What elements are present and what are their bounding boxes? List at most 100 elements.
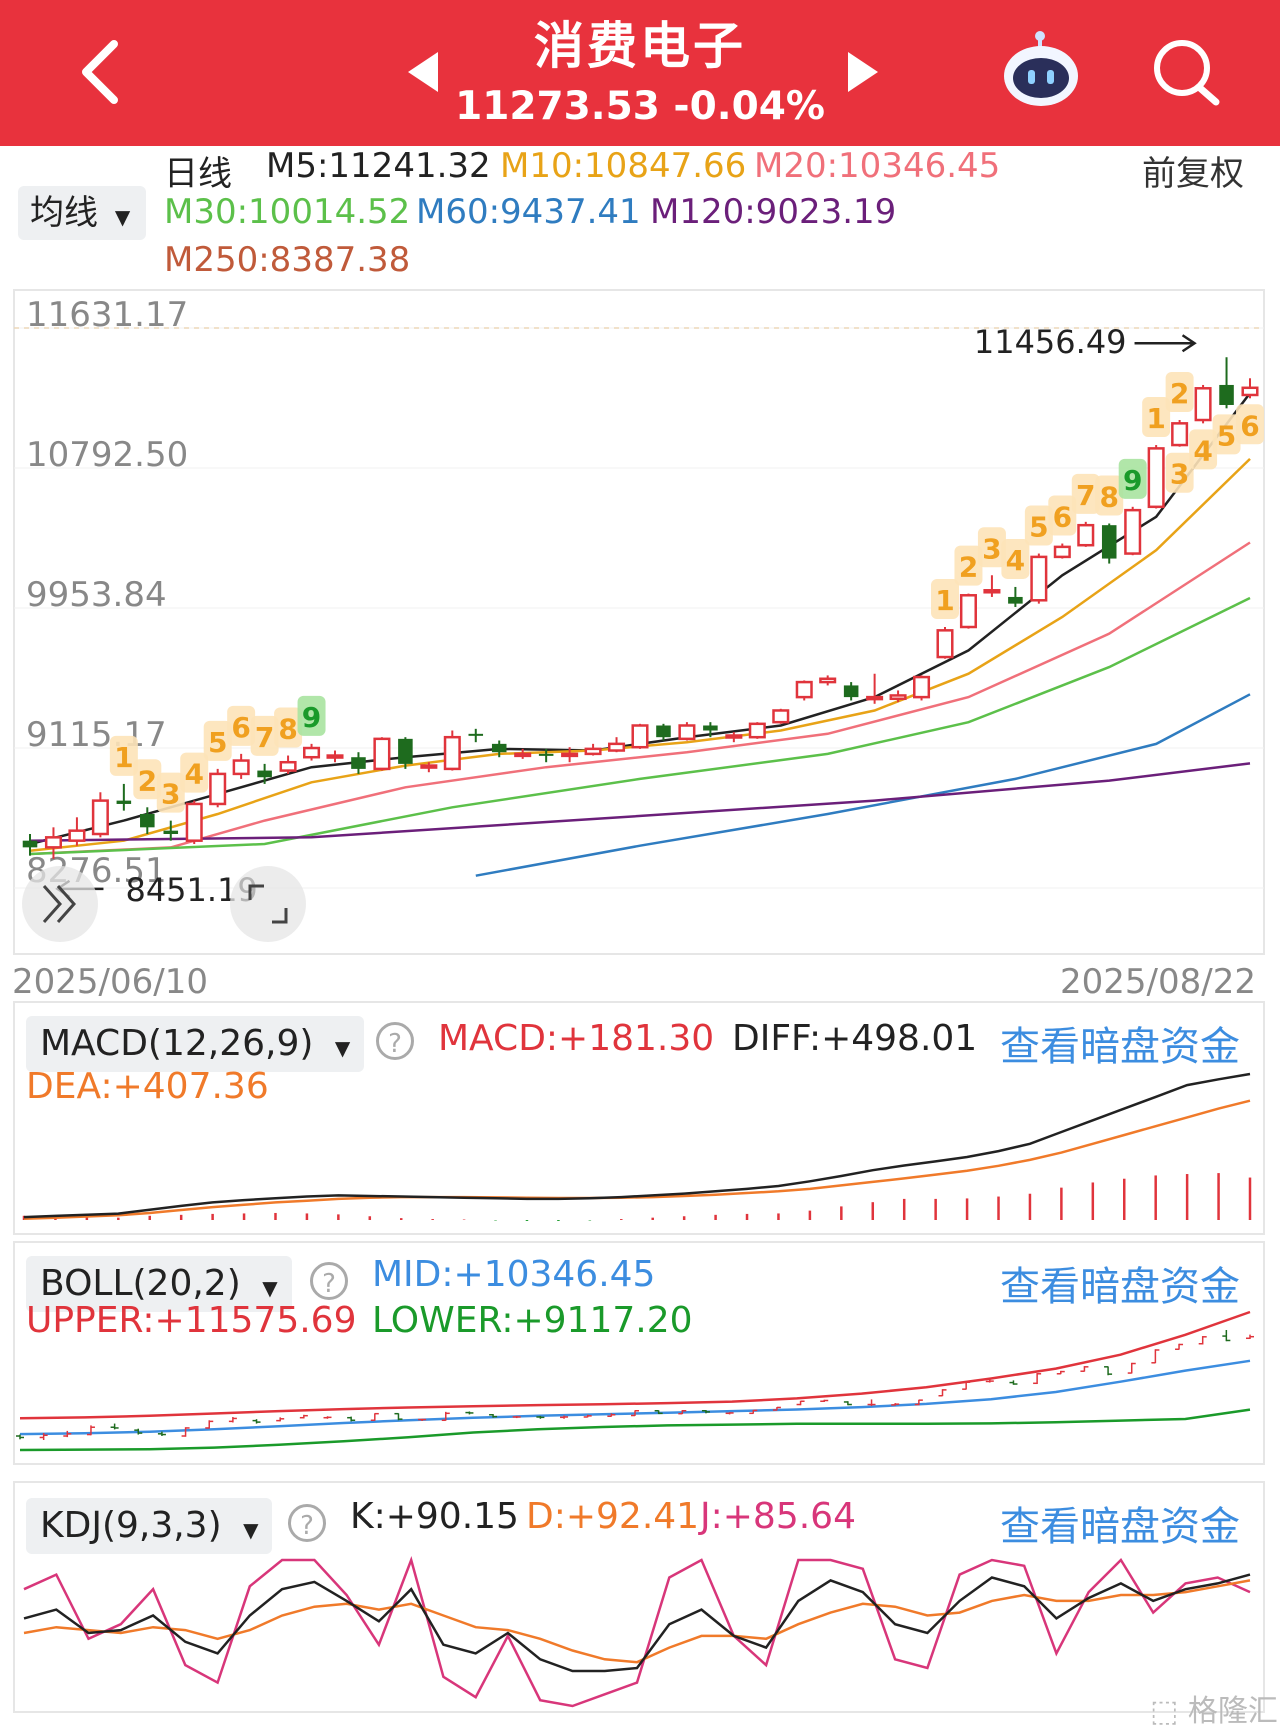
- td-marker-bg: [1212, 414, 1241, 455]
- candle: [748, 722, 766, 739]
- td-marker-bg: [1142, 397, 1171, 438]
- candle: [1171, 422, 1189, 447]
- td-marker-bg: [203, 720, 232, 761]
- td-marker-bg: [156, 772, 185, 813]
- y-tick-label: 9953.84: [26, 575, 167, 615]
- candle: [1030, 555, 1048, 602]
- td-marker-bg: [227, 705, 256, 746]
- td-marker-bg: [977, 527, 1006, 568]
- candle: [656, 725, 671, 738]
- candle: [913, 675, 931, 699]
- td-marker-number: 2: [138, 764, 157, 797]
- macd-select[interactable]: MACD(12,26,9) ▼: [26, 1016, 365, 1072]
- kdj-select[interactable]: KDJ(9,3,3) ▼: [26, 1498, 273, 1554]
- robot-assistant-icon[interactable]: [1000, 30, 1082, 110]
- candle: [889, 694, 907, 701]
- candle: [326, 754, 344, 759]
- candle: [1053, 545, 1071, 559]
- candle: [373, 737, 391, 771]
- candle: [631, 724, 649, 749]
- help-icon[interactable]: ?: [310, 1262, 348, 1300]
- td-marker-number: 9: [302, 701, 321, 734]
- dark-pool-link[interactable]: 查看暗盘资金: [1000, 1024, 1240, 1070]
- candle: [491, 743, 507, 753]
- td-marker-number: 2: [959, 551, 978, 584]
- double-chevron-icon: [56, 885, 77, 923]
- td-marker-bg: [133, 759, 162, 800]
- td-marker-bg: [1001, 538, 1030, 579]
- double-chevron-icon: [42, 885, 63, 923]
- dropdown-triangle-icon: ▼: [262, 1276, 278, 1300]
- td-marker-bg: [250, 715, 279, 756]
- td-marker-number: 4: [1193, 434, 1212, 467]
- td-marker-number: 1: [114, 741, 133, 774]
- ma20-label: M20:10346.45: [754, 146, 1001, 186]
- td-marker-bg: [1095, 475, 1124, 516]
- watermark: ⬚ 格隆汇: [1150, 1686, 1278, 1730]
- search-icon[interactable]: [1150, 36, 1222, 108]
- back-arrow-icon[interactable]: [70, 36, 140, 106]
- td-marker-bg: [954, 545, 983, 586]
- help-icon[interactable]: ?: [376, 1022, 414, 1060]
- boll-select[interactable]: BOLL(20,2) ▼: [26, 1256, 292, 1312]
- candle: [703, 725, 718, 731]
- td-marker-number: 2: [1170, 377, 1189, 410]
- candle: [561, 752, 579, 758]
- dark-pool-link[interactable]: 查看暗盘资金: [1000, 1504, 1240, 1550]
- candle: [772, 709, 790, 724]
- candle: [1241, 386, 1259, 397]
- candle: [1008, 596, 1023, 604]
- kdj-frame: [13, 1481, 1265, 1713]
- dea-value: DEA:+407.36: [26, 1066, 269, 1107]
- candle: [608, 742, 626, 752]
- td-marker-bg: [1236, 404, 1264, 445]
- candle: [257, 770, 272, 778]
- candle: [68, 829, 86, 842]
- td-marker-bg: [1165, 372, 1194, 413]
- candle: [232, 759, 250, 776]
- candle: [819, 677, 837, 684]
- candle: [584, 747, 602, 756]
- candle: [1194, 387, 1212, 422]
- adjust-mode-label[interactable]: 前复权: [1142, 154, 1244, 194]
- ma-line-m120: [29, 762, 1251, 842]
- td-marker-bg: [109, 735, 138, 776]
- dropdown-triangle-icon: ▼: [334, 1036, 351, 1060]
- macd-select-label: MACD(12,26,9): [40, 1023, 314, 1064]
- boll-lower-line: [19, 1408, 1251, 1452]
- td-marker-bg: [1024, 505, 1053, 546]
- td-marker-number: 7: [255, 721, 274, 754]
- td-marker-number: 8: [278, 713, 297, 746]
- candle: [468, 733, 484, 736]
- td-marker-number: 9: [1123, 464, 1142, 497]
- fullscreen-icon: [248, 884, 264, 900]
- candle: [44, 836, 62, 849]
- macd-chart: [13, 1001, 1265, 1235]
- td-marker-number: 3: [161, 778, 180, 811]
- td-marker-number: 3: [982, 532, 1001, 565]
- dark-pool-link[interactable]: 查看暗盘资金: [1000, 1264, 1240, 1310]
- td-marker-number: 4: [1006, 544, 1025, 577]
- help-icon[interactable]: ?: [288, 1504, 326, 1542]
- td-marker-number: 7: [1076, 479, 1095, 512]
- header-bar: 消费电子 11273.53 -0.04%: [0, 0, 1280, 146]
- high-arrow-head: [1181, 334, 1197, 353]
- previous-arrow-icon[interactable]: [404, 50, 440, 94]
- dropdown-triangle-icon: ▼: [114, 205, 131, 229]
- td-marker-bg: [1071, 473, 1100, 514]
- candle: [866, 695, 884, 701]
- candle: [185, 802, 203, 842]
- candle: [795, 680, 813, 699]
- candle: [1147, 447, 1165, 509]
- fullscreen-icon: [272, 908, 288, 924]
- candle: [959, 594, 977, 629]
- td-marker-number: 5: [1029, 511, 1048, 544]
- td-marker-bg: [297, 695, 326, 736]
- indicator-select[interactable]: 均线 ▼: [18, 186, 146, 240]
- td-marker-number: 5: [208, 726, 227, 759]
- boll-lower-value: LOWER:+9117.20: [372, 1300, 693, 1341]
- candle: [514, 752, 532, 758]
- next-arrow-icon[interactable]: [846, 50, 882, 94]
- candle: [1101, 525, 1117, 559]
